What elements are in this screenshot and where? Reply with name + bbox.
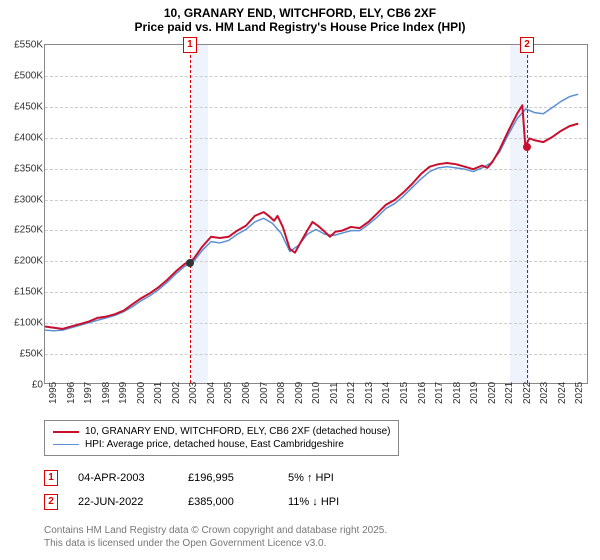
- x-axis-label: 1995: [48, 382, 59, 404]
- transaction-marker: 1: [44, 470, 58, 486]
- transaction-marker: 2: [44, 494, 58, 510]
- x-axis-label: 2012: [346, 382, 357, 404]
- x-axis-label: 2010: [311, 382, 322, 404]
- y-axis-label: £250K: [3, 225, 43, 236]
- x-axis-label: 2008: [276, 382, 287, 404]
- x-axis-label: 2021: [504, 382, 515, 404]
- transaction-row: 1 04-APR-2003 £196,995 5% ↑ HPI: [44, 466, 378, 490]
- x-axis-label: 2024: [557, 382, 568, 404]
- chart-title-line2: Price paid vs. HM Land Registry's House …: [0, 20, 600, 38]
- y-axis-label: £100K: [3, 318, 43, 329]
- x-axis-label: 2017: [434, 382, 445, 404]
- x-axis-label: 1998: [101, 382, 112, 404]
- x-axis-label: 1996: [66, 382, 77, 404]
- chart-title-line1: 10, GRANARY END, WITCHFORD, ELY, CB6 2XF: [0, 0, 600, 20]
- x-axis-label: 2014: [381, 382, 392, 404]
- x-axis-label: 2004: [206, 382, 217, 404]
- y-axis-label: £50K: [3, 349, 43, 360]
- x-axis-label: 2001: [153, 382, 164, 404]
- chart-legend: 10, GRANARY END, WITCHFORD, ELY, CB6 2XF…: [44, 420, 399, 456]
- transaction-pct: 11% ↓ HPI: [288, 496, 378, 508]
- y-axis-label: £350K: [3, 163, 43, 174]
- x-axis-label: 2023: [539, 382, 550, 404]
- marker-dot: [186, 259, 194, 267]
- y-axis-label: £450K: [3, 101, 43, 112]
- marker-box: 2: [520, 37, 534, 53]
- series-line-hpi: [45, 94, 578, 331]
- legend-label: HPI: Average price, detached house, East…: [85, 439, 344, 450]
- marker-line: [190, 45, 191, 383]
- y-axis-label: £150K: [3, 287, 43, 298]
- chart-lines-svg: [45, 45, 587, 383]
- marker-box: 1: [183, 37, 197, 53]
- y-axis-label: £400K: [3, 132, 43, 143]
- y-axis-label: £200K: [3, 256, 43, 267]
- transaction-pct: 5% ↑ HPI: [288, 472, 378, 484]
- x-axis-label: 2009: [294, 382, 305, 404]
- legend-label: 10, GRANARY END, WITCHFORD, ELY, CB6 2XF…: [85, 426, 390, 437]
- attribution-text: Contains HM Land Registry data © Crown c…: [44, 524, 387, 550]
- attribution-line2: This data is licensed under the Open Gov…: [44, 537, 387, 550]
- x-axis-label: 2013: [364, 382, 375, 404]
- transaction-price: £196,995: [188, 472, 268, 484]
- x-axis-label: 2007: [259, 382, 270, 404]
- y-axis-label: £500K: [3, 70, 43, 81]
- transaction-date: 04-APR-2003: [78, 472, 168, 484]
- attribution-line1: Contains HM Land Registry data © Crown c…: [44, 524, 387, 537]
- legend-row: 10, GRANARY END, WITCHFORD, ELY, CB6 2XF…: [53, 425, 390, 438]
- transaction-price: £385,000: [188, 496, 268, 508]
- y-axis-label: £0: [3, 380, 43, 391]
- arrow-icon: ↓: [312, 496, 318, 508]
- series-line-price_paid: [45, 105, 578, 329]
- x-axis-label: 2020: [487, 382, 498, 404]
- arrow-icon: ↑: [307, 472, 313, 484]
- x-axis-label: 2003: [188, 382, 199, 404]
- marker-dot: [523, 143, 531, 151]
- transactions-table: 1 04-APR-2003 £196,995 5% ↑ HPI 2 22-JUN-2022…: [44, 466, 378, 514]
- x-axis-label: 2022: [522, 382, 533, 404]
- x-axis-label: 2016: [417, 382, 428, 404]
- x-axis-label: 2011: [329, 382, 340, 404]
- x-axis-label: 2019: [469, 382, 480, 404]
- y-axis-label: £300K: [3, 194, 43, 205]
- transaction-date: 22-JUN-2022: [78, 496, 168, 508]
- transaction-row: 2 22-JUN-2022 £385,000 11% ↓ HPI: [44, 490, 378, 514]
- marker-line: [527, 45, 528, 383]
- legend-swatch: [53, 431, 79, 433]
- x-axis-label: 2025: [574, 382, 585, 404]
- y-axis-label: £550K: [3, 40, 43, 51]
- x-axis-label: 1997: [83, 382, 94, 404]
- x-axis-label: 1999: [118, 382, 129, 404]
- x-axis-label: 2005: [223, 382, 234, 404]
- legend-row: HPI: Average price, detached house, East…: [53, 438, 390, 451]
- chart-plot-area: £0£50K£100K£150K£200K£250K£300K£350K£400…: [44, 44, 588, 384]
- x-axis-label: 2018: [452, 382, 463, 404]
- x-axis-label: 2015: [399, 382, 410, 404]
- x-axis-label: 2000: [136, 382, 147, 404]
- legend-swatch: [53, 444, 79, 445]
- x-axis-label: 2006: [241, 382, 252, 404]
- x-axis-label: 2002: [171, 382, 182, 404]
